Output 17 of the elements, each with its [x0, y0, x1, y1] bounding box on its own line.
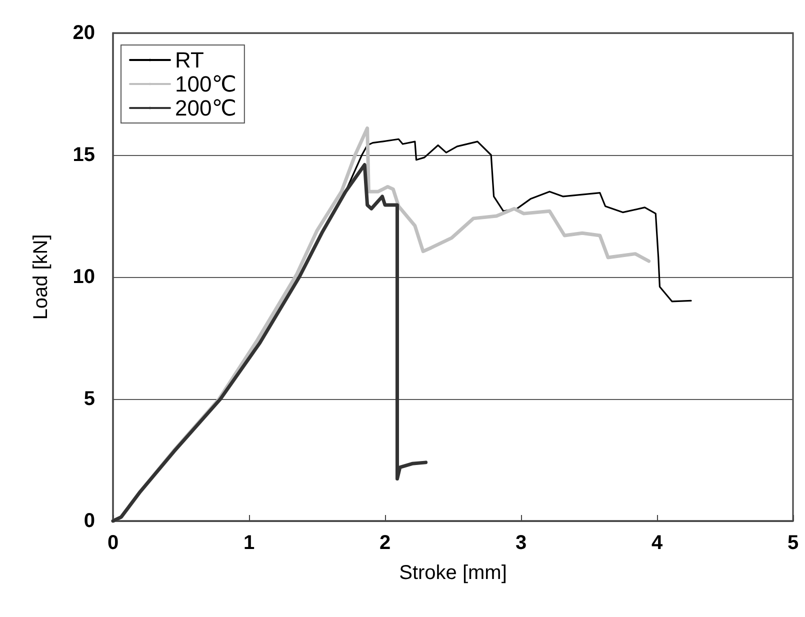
legend-label: 100℃ — [175, 72, 236, 96]
y-tick-label: 15 — [72, 144, 95, 166]
x-tick-label: 0 — [107, 532, 119, 554]
y-tick-label: 5 — [84, 388, 95, 410]
x-tick-label: 3 — [515, 532, 527, 554]
x-tick-label: 2 — [379, 532, 391, 554]
y-tick-label: 10 — [72, 266, 95, 288]
y-tick-label: 0 — [84, 510, 95, 532]
y-axis-title: Load [kN] — [30, 234, 52, 320]
legend-label: RT — [175, 48, 204, 72]
x-axis-title: Stroke [mm] — [399, 562, 507, 584]
x-tick-label: 4 — [651, 532, 664, 554]
line-series — [111, 163, 428, 523]
x-tick-label: 5 — [787, 532, 799, 554]
x-tick-label: 1 — [243, 532, 255, 554]
legend-label: 200℃ — [175, 96, 236, 120]
y-tick-label: 20 — [72, 22, 95, 44]
